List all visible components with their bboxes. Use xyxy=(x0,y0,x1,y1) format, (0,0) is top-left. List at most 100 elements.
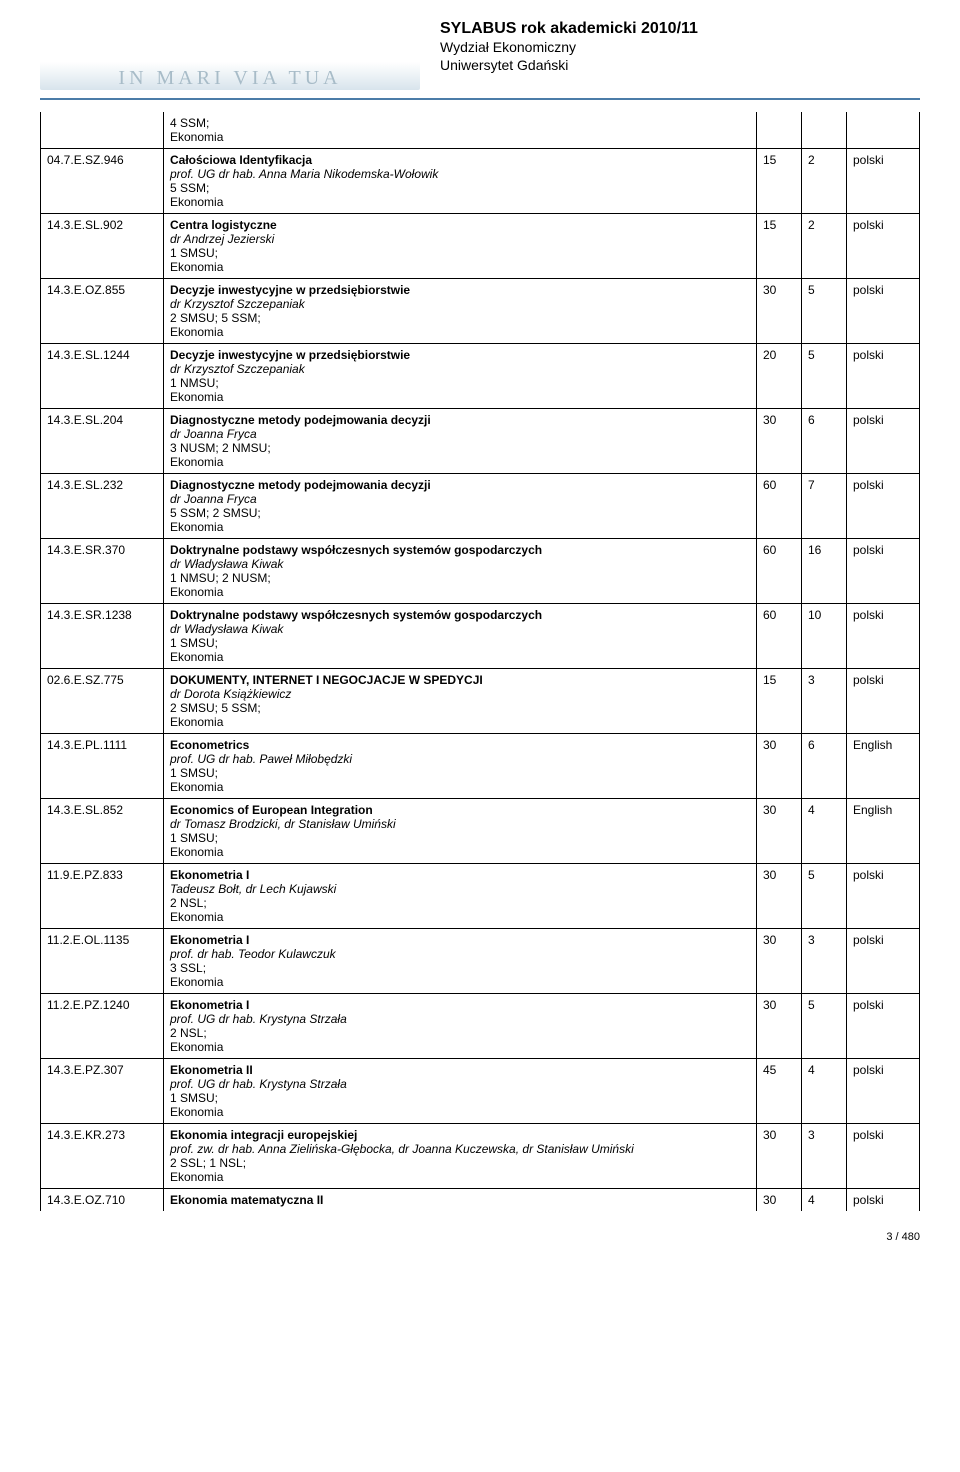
course-lang: polski xyxy=(847,474,920,539)
course-lang: polski xyxy=(847,604,920,669)
course-code: 14.3.E.SL.852 xyxy=(41,799,164,864)
course-subject: Ekonomia xyxy=(170,455,750,469)
course-ects: 4 xyxy=(802,1059,847,1124)
course-code: 14.3.E.PL.1111 xyxy=(41,734,164,799)
course-hours: 30 xyxy=(757,929,802,994)
course-hours: 30 xyxy=(757,1124,802,1189)
course-instructor: prof. dr hab. Teodor Kulawczuk xyxy=(170,947,750,961)
course-lang: polski xyxy=(847,409,920,474)
course-title: Diagnostyczne metody podejmowania decyzj… xyxy=(170,478,750,492)
course-hours: 45 xyxy=(757,1059,802,1124)
course-hours: 15 xyxy=(757,214,802,279)
table-row: 11.9.E.PZ.833Ekonometria I Tadeusz Bołt,… xyxy=(41,864,920,929)
course-description: Ekonomia integracji europejskiejprof. zw… xyxy=(164,1124,757,1189)
course-subject: Ekonomia xyxy=(170,1105,750,1119)
course-schedule: 3 SSL; xyxy=(170,961,750,975)
header-subtitle-2: Uniwersytet Gdański xyxy=(440,56,920,74)
course-lang: polski xyxy=(847,149,920,214)
course-ects: 5 xyxy=(802,994,847,1059)
course-ects: 5 xyxy=(802,279,847,344)
course-description: Ekonometria Iprof. UG dr hab. Krystyna S… xyxy=(164,994,757,1059)
course-title: Decyzje inwestycyjne w przedsiębiorstwie xyxy=(170,348,750,362)
course-hours: 30 xyxy=(757,734,802,799)
course-code: 14.3.E.SR.370 xyxy=(41,539,164,604)
course-lang: polski xyxy=(847,1059,920,1124)
course-schedule: 2 SSL; 1 NSL; xyxy=(170,1156,750,1170)
course-ects: 7 xyxy=(802,474,847,539)
course-code: 11.9.E.PZ.833 xyxy=(41,864,164,929)
course-instructor: dr Joanna Fryca xyxy=(170,492,750,506)
course-subject: Ekonomia xyxy=(170,715,750,729)
header-text-block: SYLABUS rok akademicki 2010/11 Wydział E… xyxy=(440,20,920,74)
course-hours: 30 xyxy=(757,409,802,474)
course-ects: 3 xyxy=(802,929,847,994)
course-hours xyxy=(757,112,802,149)
header-title: SYLABUS rok akademicki 2010/11 xyxy=(440,20,920,38)
course-description: DOKUMENTY, INTERNET I NEGOCJACJE W SPEDY… xyxy=(164,669,757,734)
course-title: Ekonometria I xyxy=(170,868,750,882)
course-ects: 4 xyxy=(802,1189,847,1212)
table-row: 14.3.E.KR.273Ekonomia integracji europej… xyxy=(41,1124,920,1189)
course-ects: 3 xyxy=(802,1124,847,1189)
course-hours: 20 xyxy=(757,344,802,409)
course-code: 11.2.E.OL.1135 xyxy=(41,929,164,994)
course-subject: Ekonomia xyxy=(170,910,750,924)
course-lang: polski xyxy=(847,214,920,279)
course-instructor: dr Krzysztof Szczepaniak xyxy=(170,362,750,376)
course-subject: Ekonomia xyxy=(170,195,750,209)
course-description: Decyzje inwestycyjne w przedsiębiorstwie… xyxy=(164,344,757,409)
course-hours: 30 xyxy=(757,994,802,1059)
course-description: Doktrynalne podstawy współczesnych syste… xyxy=(164,604,757,669)
table-row: 14.3.E.SL.204Diagnostyczne metody podejm… xyxy=(41,409,920,474)
course-lang: polski xyxy=(847,864,920,929)
course-lang: English xyxy=(847,799,920,864)
course-subject: Ekonomia xyxy=(170,260,750,274)
course-lang: polski xyxy=(847,1189,920,1212)
course-instructor: dr Władysława Kiwak xyxy=(170,557,750,571)
course-instructor: dr Andrzej Jezierski xyxy=(170,232,750,246)
course-schedule: 1 SMSU; xyxy=(170,1091,750,1105)
course-description: Diagnostyczne metody podejmowania decyzj… xyxy=(164,474,757,539)
course-schedule: 5 SSM; xyxy=(170,181,750,195)
course-schedule: 5 SSM; 2 SMSU; xyxy=(170,506,750,520)
course-subject: Ekonomia xyxy=(170,650,750,664)
table-row: 14.3.E.OZ.710Ekonomia matematyczna II304… xyxy=(41,1189,920,1212)
course-hours: 30 xyxy=(757,1189,802,1212)
course-schedule: 1 SMSU; xyxy=(170,246,750,260)
course-description: Econometricsprof. UG dr hab. Paweł Miłob… xyxy=(164,734,757,799)
table-row: 14.3.E.SL.1244Decyzje inwestycyjne w prz… xyxy=(41,344,920,409)
course-ects: 16 xyxy=(802,539,847,604)
course-subject: Ekonomia xyxy=(170,975,750,989)
course-title: Doktrynalne podstawy współczesnych syste… xyxy=(170,543,750,557)
header-subtitle-1: Wydział Ekonomiczny xyxy=(440,38,920,56)
course-lang: polski xyxy=(847,929,920,994)
course-subject: Ekonomia xyxy=(170,1170,750,1184)
course-ects: 3 xyxy=(802,669,847,734)
course-lang: polski xyxy=(847,1124,920,1189)
course-code: 14.3.E.SL.1244 xyxy=(41,344,164,409)
course-ects: 5 xyxy=(802,864,847,929)
course-instructor: prof. UG dr hab. Anna Maria Nikodemska-W… xyxy=(170,167,750,181)
course-instructor: dr Władysława Kiwak xyxy=(170,622,750,636)
page-header: IN MARI VIA TUA SYLABUS rok akademicki 2… xyxy=(40,20,920,90)
table-row: 4 SSM;Ekonomia xyxy=(41,112,920,149)
course-title: Economics of European Integration xyxy=(170,803,750,817)
course-ects: 4 xyxy=(802,799,847,864)
course-schedule: 1 NMSU; xyxy=(170,376,750,390)
course-description: 4 SSM;Ekonomia xyxy=(164,112,757,149)
course-schedule: 2 NSL; xyxy=(170,896,750,910)
course-code: 14.3.E.OZ.710 xyxy=(41,1189,164,1212)
table-row: 14.3.E.SR.1238Doktrynalne podstawy współ… xyxy=(41,604,920,669)
course-ects: 2 xyxy=(802,214,847,279)
table-row: 02.6.E.SZ.775DOKUMENTY, INTERNET I NEGOC… xyxy=(41,669,920,734)
course-code: 02.6.E.SZ.775 xyxy=(41,669,164,734)
table-row: 14.3.E.SL.852 Economics of European Integ… xyxy=(41,799,920,864)
course-code: 14.3.E.PZ.307 xyxy=(41,1059,164,1124)
course-title: Diagnostyczne metody podejmowania decyzj… xyxy=(170,413,750,427)
course-title: Ekonomia integracji europejskiej xyxy=(170,1128,750,1142)
logo-image: IN MARI VIA TUA xyxy=(40,20,420,90)
course-subject: Ekonomia xyxy=(170,520,750,534)
table-row: 11.2.E.OL.1135Ekonometria Iprof. dr hab.… xyxy=(41,929,920,994)
course-instructor: prof. zw. dr hab. Anna Zielińska-Głębock… xyxy=(170,1142,750,1156)
page-number: 3 / 480 xyxy=(40,1231,920,1243)
